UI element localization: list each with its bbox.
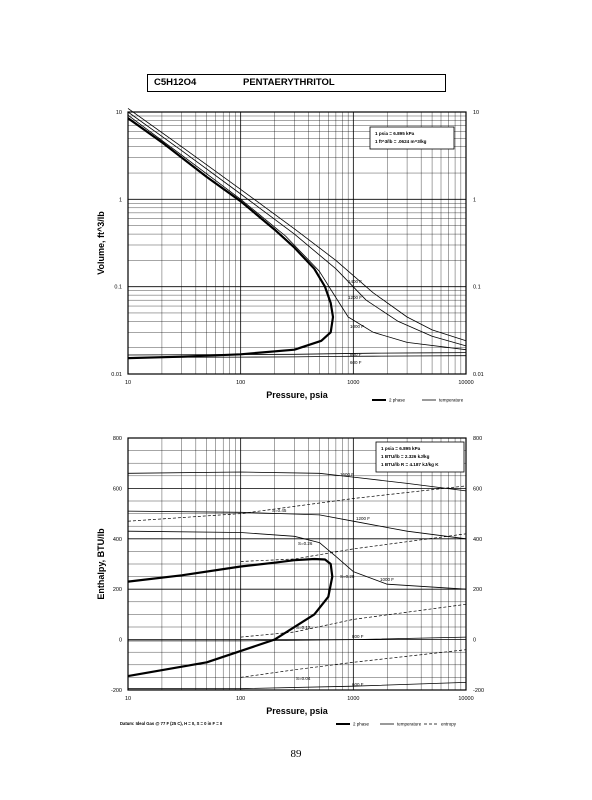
y-tick-label-left: 0.1	[114, 285, 122, 291]
datum-footnote: Datum: Ideal Gas @ 77 F (25 C), H = 0, S…	[120, 721, 223, 726]
x-axis-label: Pressure, psia	[266, 706, 329, 716]
series-temperature-line	[127, 114, 467, 351]
curve-annotation: 1000 F	[350, 324, 364, 329]
x-tick-label: 1000	[347, 380, 359, 386]
conversion-box-line: 1 psia = 6.895 kPa	[381, 446, 421, 451]
series-temperature-line	[128, 682, 467, 690]
curve-annotation: 1200 F	[348, 295, 362, 300]
curve-annotation: S=0.28	[340, 574, 355, 579]
y-tick-label-left: 1	[119, 197, 122, 203]
series-temperature-line	[127, 530, 467, 590]
curve-annotation: S=0.26	[298, 541, 313, 546]
y-tick-label-right: 800	[473, 436, 482, 442]
y-tick-label-right: 0.01	[473, 372, 484, 378]
curve-annotation: S=0.12	[296, 625, 311, 630]
y-tick-label-right: 400	[473, 537, 482, 543]
legend-label: 2 phase	[353, 722, 370, 727]
compound-name: PENTAERYTHRITOL	[243, 77, 335, 88]
legend-label: entropy	[441, 722, 457, 727]
series-temperature-line	[128, 636, 467, 642]
y-tick-label-left: -200	[111, 688, 122, 694]
plot-frame	[127, 437, 467, 691]
x-tick-label: 10	[125, 696, 131, 702]
legend-label: temperature	[397, 722, 422, 727]
y-tick-label-right: 0.1	[473, 285, 481, 291]
x-tick-label: 10	[125, 380, 131, 386]
curve-annotation: S=0.45	[272, 508, 287, 513]
curve-annotation: 1600 F	[340, 472, 354, 477]
x-tick-label: 10000	[458, 380, 473, 386]
y-tick-label-right: 600	[473, 486, 482, 492]
y-tick-label-left: 0	[119, 638, 122, 644]
compound-title-box: C5H12O4 PENTAERYTHRITOL	[147, 74, 446, 92]
series-entropy-line	[240, 533, 467, 562]
curve-annotation: 1000 F	[380, 577, 394, 582]
page-number: 89	[290, 748, 302, 760]
y-tick-label-left: 10	[116, 110, 122, 116]
series-entropy-line	[240, 603, 467, 638]
series-temperature-line	[127, 352, 467, 356]
y-tick-label-left: 800	[113, 436, 122, 442]
curve-annotation: 1200 F	[356, 516, 370, 521]
y-tick-label-left: 0.01	[111, 372, 122, 378]
series-temperature-line	[127, 471, 467, 492]
curve-annotation: 1400 F	[348, 279, 362, 284]
y-axis-label: Enthalpy, BTU/lb	[96, 528, 106, 600]
legend-label: temperature	[439, 398, 464, 403]
x-tick-label: 100	[236, 380, 245, 386]
plot-frame	[127, 111, 467, 375]
conversion-box-line: 1 ft^3/lb = .0624 m^3/kg	[375, 139, 427, 144]
conversion-box-line: 1 BTU/lb = 2.326 kJ/kg	[381, 454, 430, 459]
conversion-box-line: 1 BTU/lb R = 4.187 kJ/kg K	[381, 462, 439, 467]
series-temperature-line	[127, 510, 467, 540]
series-entropy-line	[240, 649, 467, 678]
series-temperature-line	[127, 355, 467, 358]
curve-annotation: S=0.04	[296, 676, 311, 681]
legend-label: 2 phase	[389, 398, 406, 403]
y-tick-label-left: 600	[113, 486, 122, 492]
conversion-box	[375, 441, 465, 473]
y-tick-label-right: 0	[473, 638, 476, 644]
y-tick-label-right: 200	[473, 587, 482, 593]
compound-formula: C5H12O4	[154, 77, 197, 88]
series-entropy-line	[127, 485, 467, 522]
series-two-phase-curve	[127, 117, 335, 360]
series-temperature-line	[127, 108, 467, 342]
curve-annotation: 800 F	[352, 634, 364, 639]
y-tick-label-right: -200	[473, 688, 484, 694]
y-tick-label-right: 10	[473, 110, 479, 116]
x-tick-label: 10000	[458, 696, 473, 702]
y-tick-label-left: 400	[113, 537, 122, 543]
y-axis-label: Volume, ft^3/lb	[96, 211, 106, 275]
conversion-box-line: 1 psia = 6.895 kPa	[375, 131, 415, 136]
series-temperature-line	[127, 111, 467, 347]
curve-annotation: 800 F	[350, 352, 362, 357]
curve-annotation: 600 F	[350, 360, 362, 365]
x-axis-label: Pressure, psia	[266, 390, 329, 400]
series-two-phase-curve	[127, 557, 334, 678]
y-tick-label-left: 200	[113, 587, 122, 593]
x-tick-label: 1000	[347, 696, 359, 702]
x-tick-label: 100	[236, 696, 245, 702]
conversion-box	[369, 126, 455, 150]
curve-annotation: 600 F	[352, 682, 364, 687]
y-tick-label-right: 1	[473, 197, 476, 203]
